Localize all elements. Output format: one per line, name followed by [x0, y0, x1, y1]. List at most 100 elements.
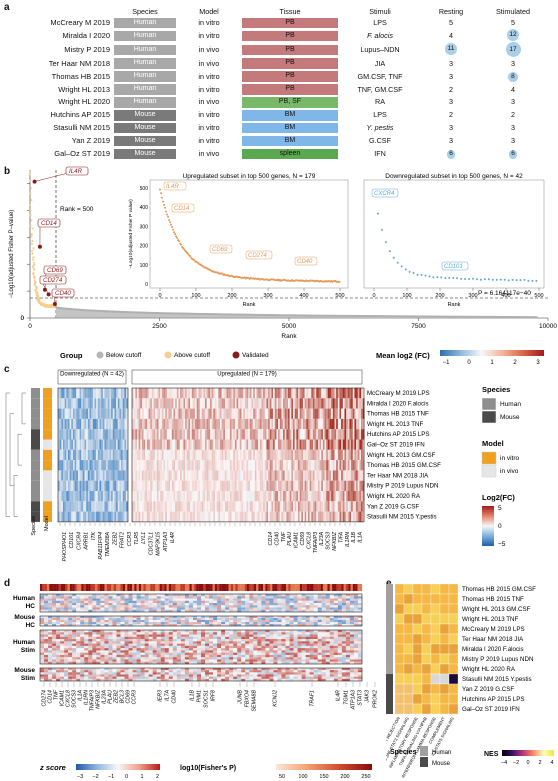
heatmap-cell [92, 511, 95, 522]
heatmap-cell [124, 408, 127, 419]
heatmap-cell [309, 511, 312, 522]
zscore-cell [321, 603, 326, 606]
heatmap-cell [146, 491, 149, 502]
zscore-cell [88, 596, 93, 599]
heatmap-cell [210, 491, 212, 502]
heatmap-cell [116, 480, 118, 491]
heatmap-cell [206, 429, 209, 440]
heatmap-cell [188, 460, 191, 471]
heatmap-cell [341, 429, 343, 440]
zscore-cell [217, 598, 222, 601]
heatmap-cell [241, 429, 244, 440]
inset-up-point [160, 192, 163, 195]
zscore-cell [152, 639, 157, 642]
heatmap-cell [116, 470, 118, 481]
zscore-cell [76, 650, 81, 653]
heatmap-cell [249, 408, 252, 419]
heatmap-cell [71, 491, 74, 502]
heatmap-cell [251, 491, 254, 502]
heatmap-cell [239, 429, 242, 440]
zscore-cell [80, 630, 85, 633]
heatmap-row-label: Yan Z 2019 G.CSF [367, 503, 419, 510]
zscore-cell [124, 632, 129, 635]
inset-down-xtick: 200 [435, 293, 444, 299]
zscore-cell [156, 616, 161, 619]
heatmap-cell [352, 429, 355, 440]
heatmap-cell [175, 418, 177, 430]
heatmap-cell [301, 480, 304, 491]
heatmap-cell [362, 398, 365, 409]
heatmap-cell [307, 511, 310, 522]
heatmap-cell [203, 439, 206, 450]
zscore-cell [196, 641, 202, 644]
zscore-cell [289, 622, 294, 625]
zscore-cell [345, 622, 350, 625]
heatmap-cell [319, 501, 322, 512]
zscore-cell [184, 620, 189, 623]
heatmap-cell [356, 429, 358, 440]
pvalue-bar-cell [290, 584, 294, 591]
zscore-cell [253, 643, 258, 646]
zscore-cell [72, 609, 77, 613]
heatmap-cell [218, 388, 221, 399]
zscore-cell [273, 650, 278, 653]
zscore-cell [88, 645, 93, 649]
heatmap-cell [249, 388, 252, 399]
zscore-cell [100, 641, 105, 644]
heatmap-cell [58, 408, 60, 419]
pvalue-bar-cell [221, 584, 225, 591]
heatmap-cell [195, 460, 197, 471]
zscore-cell [176, 641, 181, 644]
zscore-cell [160, 594, 165, 597]
above-cutoff-point [31, 227, 34, 230]
heatmap-cell [302, 439, 305, 450]
zscore-cell [297, 639, 302, 642]
zscore-cell [285, 600, 290, 604]
pvalue-bar-cell [325, 584, 328, 591]
zscore-cell [285, 609, 290, 613]
pvalue-bar-cell [53, 584, 57, 591]
zscore-cell [273, 596, 278, 599]
zscore-cell [168, 596, 173, 599]
heatmap-cell [126, 491, 128, 502]
heatmap-cell [178, 460, 181, 471]
heatmap-cell [206, 501, 209, 512]
heatmap-cell [219, 491, 222, 502]
zscore-cell [261, 630, 266, 633]
heatmap-cell [158, 460, 161, 471]
stimuli-cell: TNF, GM.CSF [357, 84, 403, 94]
heatmap-cell [298, 408, 300, 419]
species-annotation-cell [31, 449, 40, 461]
heatmap-cell [326, 480, 328, 491]
zscore-cell [196, 616, 202, 619]
inset-down-point [452, 276, 455, 279]
heatmap-cell [66, 418, 69, 430]
heatmap-cell [62, 460, 65, 471]
pvalue-bar-cell [143, 584, 146, 591]
heatmap-cell [74, 511, 77, 522]
heatmap-cell [259, 491, 262, 502]
zscore-cell [60, 639, 65, 642]
model-annotation-cell [43, 418, 52, 430]
heatmap-cell [233, 429, 236, 440]
heatmap-cell [84, 439, 87, 450]
zscore-cell [237, 622, 242, 625]
zscore-cell [64, 650, 69, 653]
zscore-cell [249, 618, 254, 621]
heatmap-cell [336, 491, 338, 502]
zscore-cell [265, 605, 270, 608]
zscore-cell [188, 645, 194, 649]
heatmap-cell [324, 429, 327, 440]
species-annotation-cell [31, 470, 40, 481]
zscore-cell [213, 603, 218, 606]
zscore-cell [140, 598, 145, 601]
heatmap-cell [151, 480, 154, 491]
zscore-cell [241, 618, 246, 621]
heatmap-cell [351, 511, 353, 522]
zscore-cell [309, 598, 314, 601]
zscore-cell [100, 648, 105, 651]
heatmap-cell [121, 491, 123, 502]
zscore-cell [229, 620, 234, 623]
heatmap-cell [193, 398, 196, 409]
zscore-cell [72, 607, 77, 610]
